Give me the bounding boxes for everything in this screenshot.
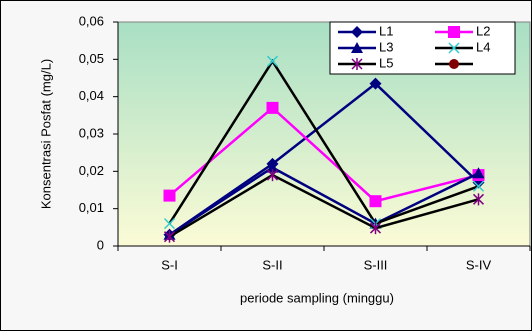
series-line: [168, 81, 480, 236]
x-tick-label: S-IV: [466, 257, 492, 272]
marker: [163, 218, 176, 230]
marker: [369, 195, 382, 208]
legend-label: L4: [476, 39, 490, 54]
marker: [472, 193, 485, 206]
x-tick-label: S-I: [161, 257, 178, 272]
marker: [266, 161, 279, 173]
y-tick-label: 0,02: [79, 163, 104, 178]
y-tick-label: 0,05: [79, 51, 104, 66]
series-line: [168, 58, 479, 226]
y-tick-label: 0,01: [79, 200, 104, 215]
marker: [351, 42, 363, 53]
x-tick-label: S-III: [364, 257, 388, 272]
legend-label: L3: [379, 39, 393, 54]
y-axis-title: Konsentrasi Posfat (mg/L): [38, 59, 53, 209]
marker: [472, 180, 485, 192]
x-axis-title: periode sampling (minggu): [240, 290, 394, 305]
legend-label: L2: [476, 23, 490, 38]
y-tick-label: 0: [97, 237, 104, 252]
marker: [266, 55, 279, 67]
marker: [448, 42, 460, 54]
marker: [369, 222, 382, 235]
marker: [266, 169, 279, 182]
marker: [163, 189, 176, 202]
marker: [351, 26, 363, 38]
x-tick-label: S-II: [262, 257, 282, 272]
marker: [163, 230, 176, 243]
series-line: [168, 166, 480, 236]
marker: [351, 58, 363, 70]
legend-label: L5: [379, 55, 393, 70]
marker: [449, 59, 459, 69]
y-tick-label: 0,04: [79, 88, 104, 103]
series-line: [168, 106, 479, 203]
series-line: [168, 173, 479, 238]
marker: [266, 101, 279, 114]
legend-label: L1: [379, 23, 393, 38]
marker: [369, 77, 382, 90]
y-tick-label: 0,06: [79, 13, 104, 28]
marker: [472, 167, 485, 179]
marker: [448, 26, 460, 38]
y-tick-label: 0,03: [79, 125, 104, 140]
